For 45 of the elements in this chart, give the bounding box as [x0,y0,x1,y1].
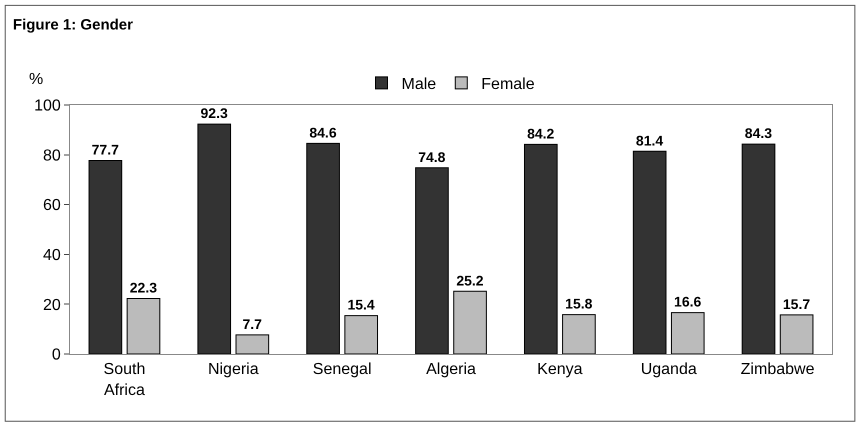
x-tick-label: Uganda [640,361,697,378]
bar [780,314,814,354]
data-label: 74.8 [418,148,446,165]
data-label: 7.7 [242,316,262,332]
bar [415,167,449,354]
data-label: 15.4 [347,296,375,313]
y-tick-label: 40 [43,247,61,264]
x-tick-label: South Africa [104,361,146,399]
bar [670,312,705,354]
bar [524,144,558,354]
y-tick-label: 60 [43,197,61,214]
data-label: 92.3 [200,105,228,122]
bar [632,150,666,354]
bar [344,315,378,354]
bar [197,124,232,354]
x-tick-label: Kenya [537,361,583,378]
x-tick-label: Algeria [426,361,476,378]
chart-title: Figure 1: Gender [12,16,134,34]
bar [306,142,340,354]
data-label: 77.7 [92,142,120,158]
x-tick-label: Nigeria [208,361,259,378]
legend-label: Male [402,76,436,94]
data-label: 84.6 [309,124,337,140]
data-label: 84.3 [744,125,772,142]
data-label: 16.6 [674,294,702,310]
x-tick-label: Senegal [312,361,372,378]
bar [453,290,487,354]
y-axis-title: % [29,71,44,88]
data-label: 25.2 [456,272,484,288]
bar [236,334,270,354]
bar [742,144,776,354]
y-tick-label: 100 [34,98,61,115]
legend-label: Female [481,76,535,94]
y-tick-label: 20 [43,296,61,314]
data-label: 22.3 [130,279,158,296]
data-label: 15.7 [782,296,810,312]
bar [88,160,122,354]
x-tick-label: Zimbabwe [740,361,815,378]
y-tick-label: 80 [43,147,61,164]
data-label: 15.8 [565,296,593,312]
y-tick-label: 0 [52,346,61,364]
data-label: 81.4 [636,132,664,148]
bar [126,298,160,354]
bar [562,314,596,354]
data-label: 84.2 [527,125,555,142]
